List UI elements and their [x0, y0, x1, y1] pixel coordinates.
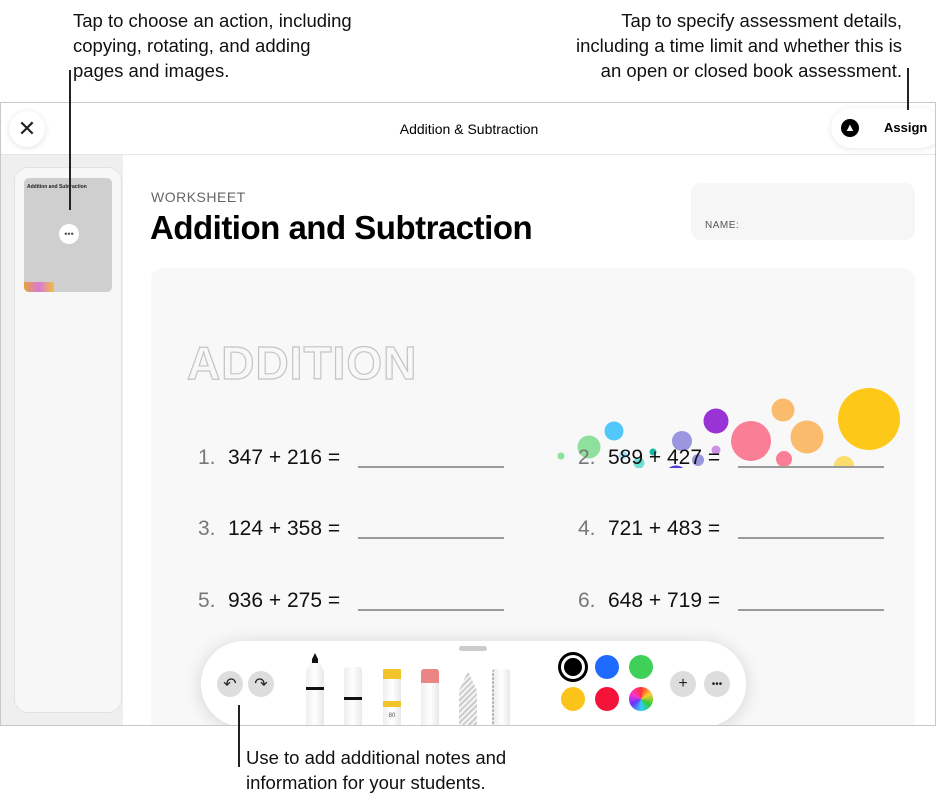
callout-line: an open or closed book assessment. — [600, 60, 902, 81]
callout-line: copying, rotating, and adding — [73, 35, 311, 56]
problem-expression: 589 + 427 = — [608, 446, 721, 469]
callout-actions: Tap to choose an action, including copyi… — [73, 8, 352, 83]
color-swatch-red[interactable] — [595, 687, 619, 711]
close-icon[interactable]: ✕ — [9, 111, 45, 147]
problem-number: 3. — [198, 517, 216, 540]
problem-number: 1. — [198, 446, 216, 469]
problem-number: 5. — [198, 589, 216, 612]
answer-line[interactable] — [358, 609, 504, 611]
problem: 5. 936 + 275 = — [198, 589, 340, 613]
highlighter-tool[interactable]: 80 — [383, 669, 401, 725]
decorative-dot — [790, 420, 824, 454]
color-swatch-yellow[interactable] — [561, 687, 585, 711]
callout-assign: Tap to specify assessment details, inclu… — [576, 8, 902, 83]
highlighter-size: 80 — [388, 713, 396, 719]
callout-toolbar: Use to add additional notes and informat… — [246, 745, 506, 795]
redo-icon[interactable]: ↷ — [248, 671, 274, 697]
callout-line: pages and images. — [73, 60, 230, 81]
answer-line[interactable] — [738, 609, 884, 611]
callout-leader — [907, 68, 909, 110]
problem-expression: 936 + 275 = — [228, 589, 341, 612]
decorative-dot — [834, 456, 854, 468]
problem-expression: 347 + 216 = — [228, 446, 341, 469]
ellipsis-icon[interactable]: ••• — [59, 224, 79, 244]
undo-icon[interactable]: ↶ — [217, 671, 243, 697]
decorative-dot — [672, 431, 692, 451]
answer-line[interactable] — [358, 537, 504, 539]
markup-toolbar: ↶ ↷ 80 + ••• — [201, 641, 746, 725]
color-picker-icon[interactable] — [629, 687, 653, 711]
ipad-screen: ✕ Addition & Subtraction ▲ Assign Additi… — [0, 102, 936, 726]
problem-number: 4. — [578, 517, 596, 540]
callout-line: including a time limit and whether this … — [576, 35, 902, 56]
ruler-tool[interactable] — [492, 669, 510, 725]
problem: 2. 589 + 427 = — [578, 446, 720, 470]
page-sidebar: Addition and Subtraction ••• — [1, 155, 123, 725]
worksheet-eyebrow: WORKSHEET — [151, 189, 246, 205]
assign-button[interactable]: ▲ Assign — [831, 108, 935, 148]
problem-number: 6. — [578, 589, 596, 612]
decorative-dot — [577, 435, 601, 459]
pen-tip-icon: ▲ — [841, 119, 859, 137]
decorative-dot — [711, 445, 721, 455]
fineliner-tool[interactable] — [344, 667, 362, 725]
name-label: NAME: — [705, 220, 740, 231]
decorative-dot — [776, 451, 792, 467]
decorative-dots — [557, 388, 900, 468]
add-button[interactable]: + — [670, 671, 696, 697]
pencil-tool[interactable] — [459, 671, 477, 725]
answer-line[interactable] — [358, 466, 504, 468]
problem: 3. 124 + 358 = — [198, 517, 340, 541]
callout-line: Use to add additional notes and — [246, 747, 507, 768]
decorative-dot — [838, 388, 900, 450]
decorative-dot — [771, 398, 795, 422]
callout-line: Tap to specify assessment details, — [621, 10, 902, 31]
problem-expression: 124 + 358 = — [228, 517, 341, 540]
thumbnail-title: Addition and Subtraction — [27, 184, 87, 190]
top-bar: ✕ Addition & Subtraction ▲ Assign — [1, 103, 935, 155]
thumbnail-dots — [24, 282, 54, 292]
callout-line: Tap to choose an action, including — [73, 10, 352, 31]
problem-expression: 721 + 483 = — [608, 517, 721, 540]
problem-expression: 648 + 719 = — [608, 589, 721, 612]
name-field[interactable]: NAME: — [691, 183, 915, 240]
problem-number: 2. — [578, 446, 596, 469]
decorative-dot — [557, 452, 565, 460]
answer-line[interactable] — [738, 537, 884, 539]
eraser-tool[interactable] — [421, 669, 439, 725]
problem: 4. 721 + 483 = — [578, 517, 720, 541]
decorative-dot — [668, 465, 684, 468]
decorative-dot — [731, 421, 771, 461]
drag-handle[interactable] — [459, 646, 487, 651]
more-button[interactable]: ••• — [704, 671, 730, 697]
answer-line[interactable] — [738, 466, 884, 468]
decorative-dot — [619, 451, 627, 459]
worksheet-title: Addition and Subtraction — [150, 209, 533, 246]
callout-line: information for your students. — [246, 772, 486, 793]
assign-label: Assign — [884, 120, 928, 135]
color-swatch-black[interactable] — [561, 655, 585, 679]
color-swatch-green[interactable] — [629, 655, 653, 679]
problem: 1. 347 + 216 = — [198, 446, 340, 470]
color-swatch-blue[interactable] — [595, 655, 619, 679]
decorative-dot — [604, 421, 624, 441]
decorative-dot — [633, 457, 645, 468]
decorative-dot — [692, 454, 704, 466]
page-thumbnail-card: Addition and Subtraction ••• — [14, 167, 122, 713]
document-title: Addition & Subtraction — [399, 121, 539, 137]
decorative-dot — [703, 408, 729, 434]
callout-leader — [69, 70, 71, 210]
problem: 6. 648 + 719 = — [578, 589, 720, 613]
decorative-dot — [649, 448, 657, 456]
pen-tool[interactable] — [306, 653, 324, 725]
callout-leader — [238, 705, 240, 767]
section-heading: ADDITION — [186, 336, 418, 389]
